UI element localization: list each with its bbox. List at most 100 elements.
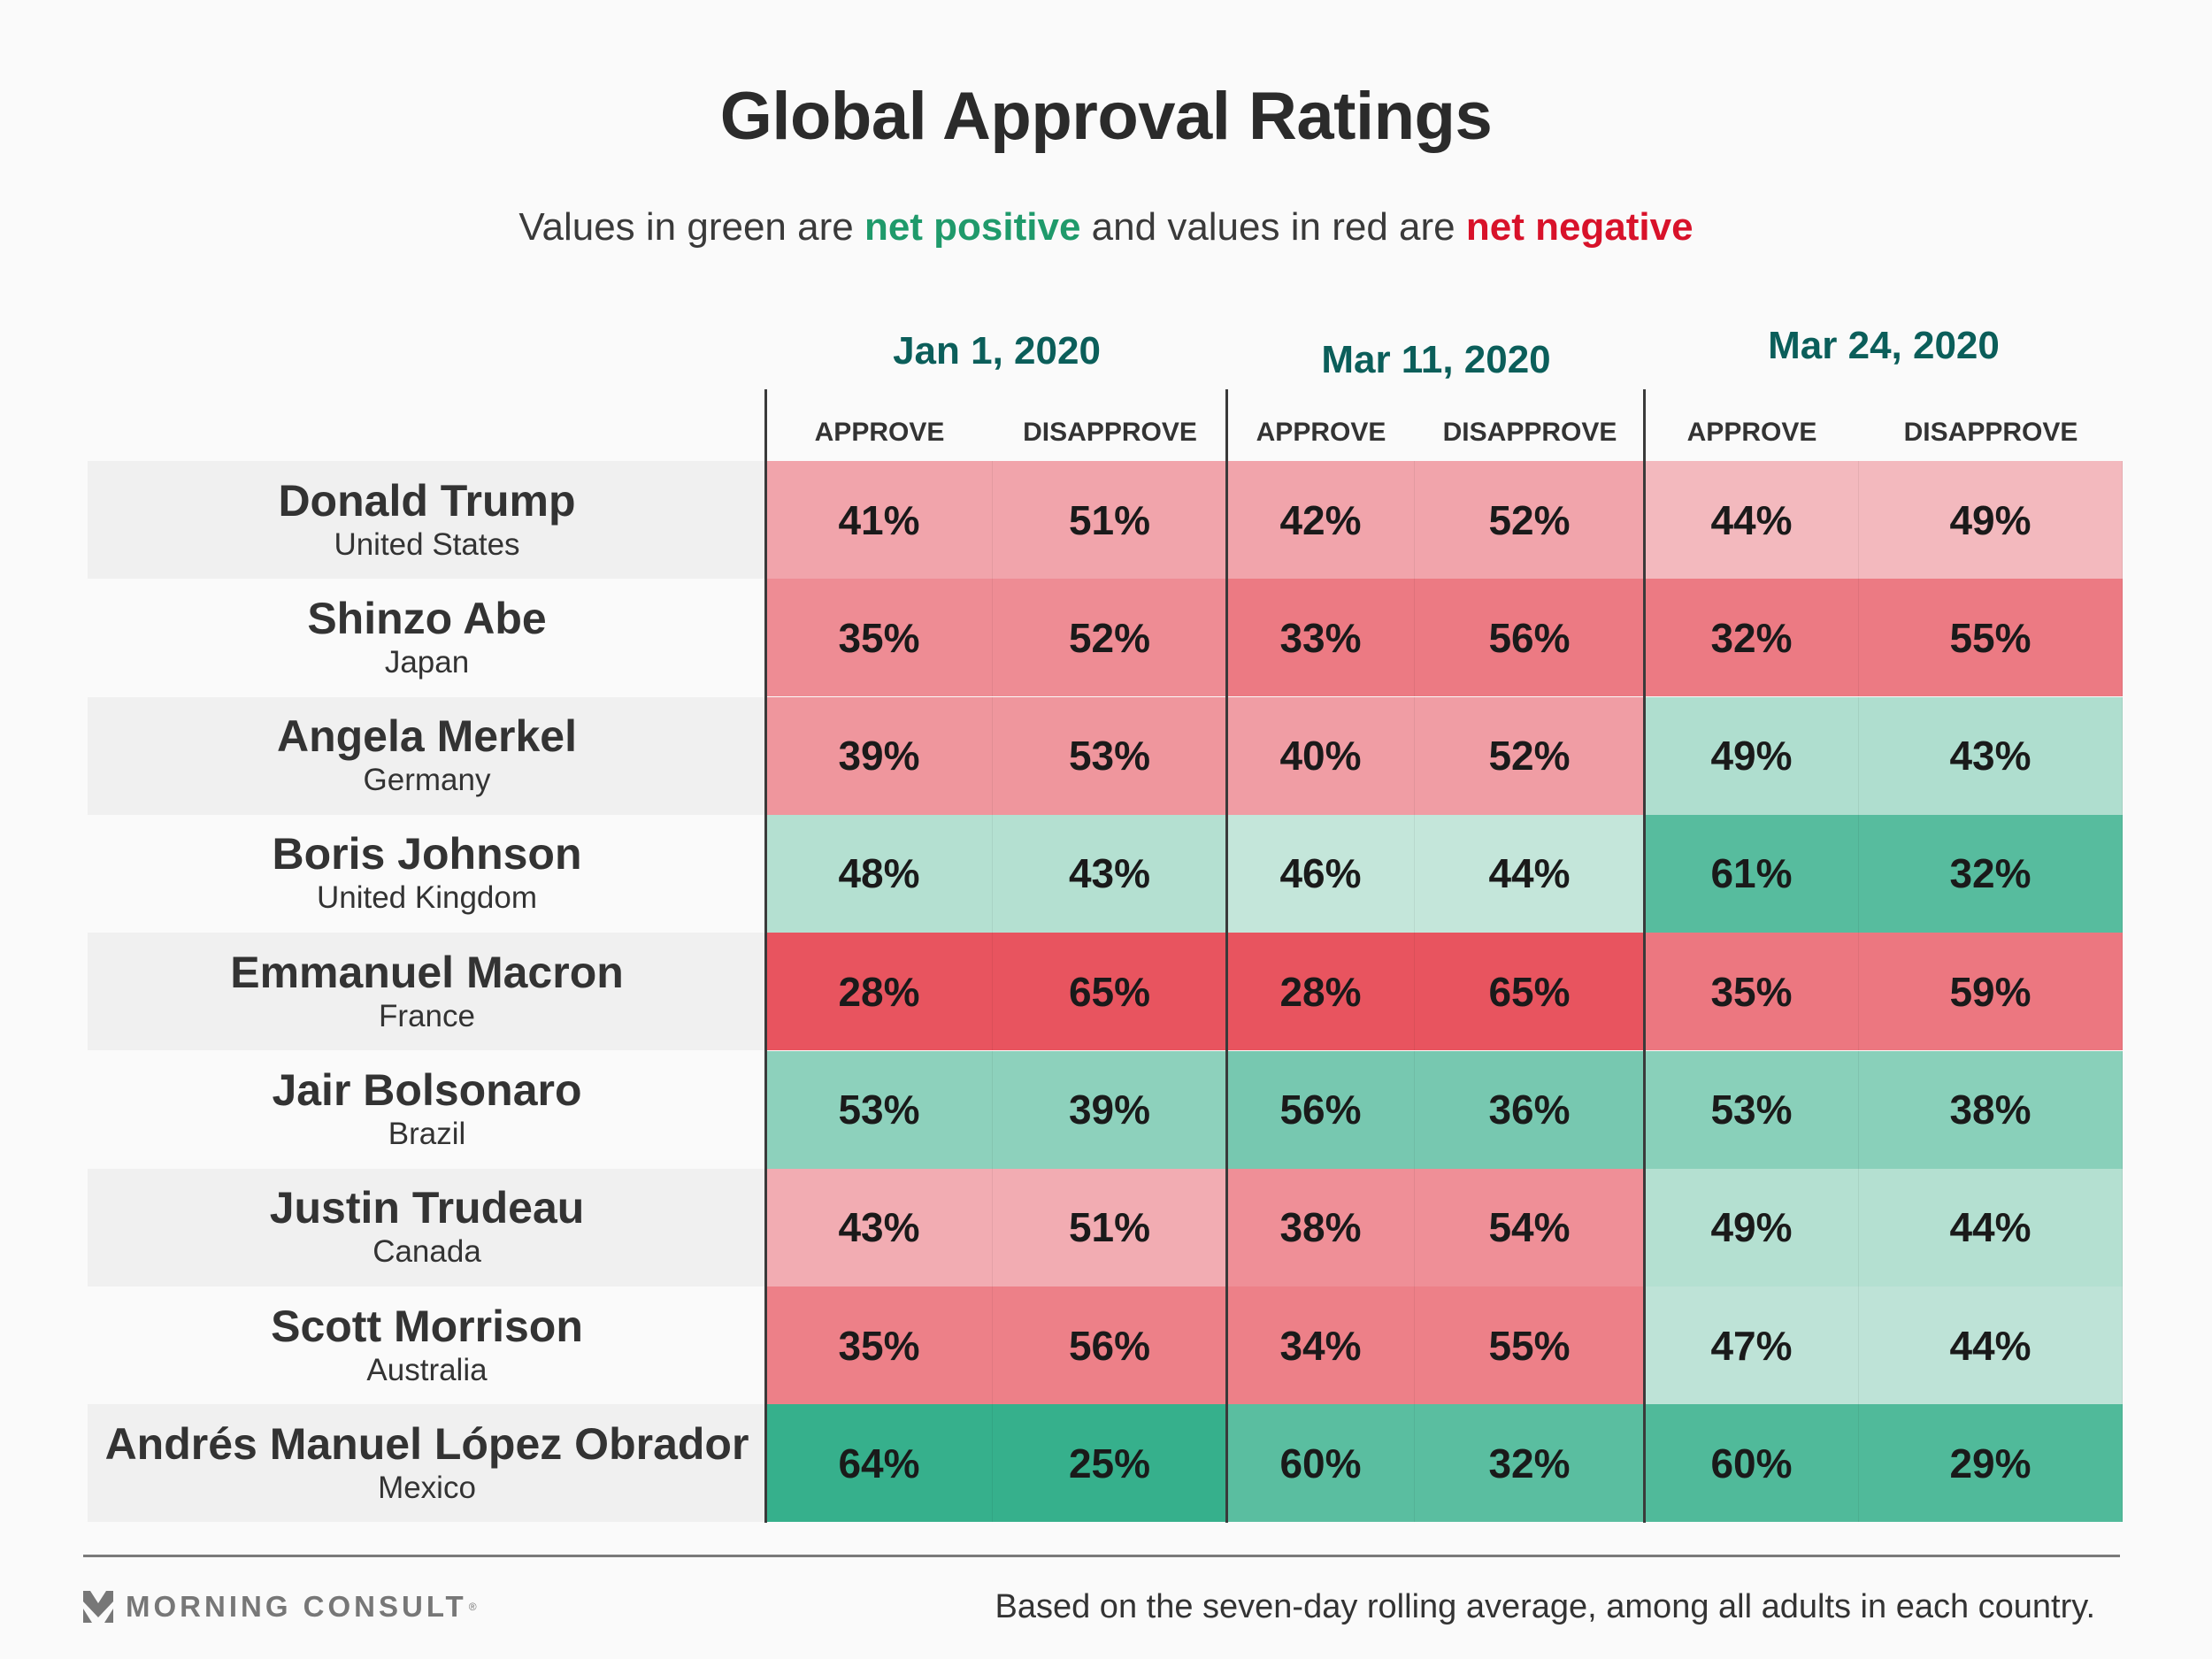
value-cell-approve: 42% bbox=[1227, 461, 1415, 579]
group-divider-line bbox=[1643, 389, 1646, 1523]
country-name: Brazil bbox=[388, 1117, 466, 1151]
country-name: Germany bbox=[363, 763, 491, 798]
value-cell-disapprove: 52% bbox=[993, 579, 1227, 697]
footer-divider bbox=[83, 1555, 2120, 1557]
value-cell-disapprove: 25% bbox=[993, 1404, 1227, 1523]
table-row: Jair Bolsonaro Brazil 53% 39% 56% 36% 53% 38% bbox=[88, 1050, 2123, 1169]
table-row: Donald Trump United States 41% 51% 42% 52% 44%… bbox=[88, 461, 2123, 579]
value-cell-disapprove: 38% bbox=[1859, 1050, 2123, 1169]
value-cell-disapprove: 49% bbox=[1859, 461, 2123, 579]
subtitle-net-negative: net negative bbox=[1465, 205, 1694, 249]
leader-cell: Justin Trudeau Canada bbox=[88, 1168, 766, 1286]
subtitle-net-positive: net positive bbox=[864, 205, 1081, 249]
value-cell-disapprove: 51% bbox=[993, 461, 1227, 579]
leader-name: Jair Bolsonaro bbox=[272, 1065, 582, 1115]
table-row: Shinzo Abe Japan 35% 52% 33% 56% 32% 55% bbox=[88, 579, 2123, 697]
country-name: United States bbox=[334, 526, 520, 562]
value-cell-disapprove: 51% bbox=[993, 1168, 1227, 1286]
column-label-disapprove: DISAPPROVE bbox=[1903, 418, 2078, 447]
value-cell-approve: 35% bbox=[766, 1286, 993, 1405]
date-header: Mar 24, 2020 bbox=[1768, 324, 2000, 367]
value-cell-approve: 40% bbox=[1227, 696, 1415, 815]
value-cell-disapprove: 52% bbox=[1415, 461, 1645, 579]
subtitle-middle: and values in red are bbox=[1080, 205, 1466, 249]
date-header: Jan 1, 2020 bbox=[893, 329, 1101, 373]
table-row: Justin Trudeau Canada 43% 51% 38% 54% 49% 44% bbox=[88, 1168, 2123, 1286]
value-cell-approve: 41% bbox=[766, 461, 993, 579]
leader-name: Emmanuel Macron bbox=[230, 947, 624, 997]
leader-cell: Shinzo Abe Japan bbox=[88, 579, 766, 697]
column-label-disapprove: DISAPPROVE bbox=[1442, 418, 1617, 447]
leader-cell: Boris Johnson United Kingdom bbox=[88, 814, 766, 933]
value-cell-approve: 48% bbox=[766, 814, 993, 933]
value-cell-approve: 28% bbox=[766, 933, 993, 1051]
value-cell-approve: 46% bbox=[1227, 814, 1415, 933]
leader-name: Scott Morrison bbox=[271, 1301, 583, 1351]
value-cell-disapprove: 44% bbox=[1859, 1286, 2123, 1405]
registered-mark: ® bbox=[468, 1601, 477, 1613]
leader-cell: Scott Morrison Australia bbox=[88, 1286, 766, 1405]
table-row: Scott Morrison Australia 35% 56% 34% 55% 47% 44… bbox=[88, 1286, 2123, 1405]
country-name: Mexico bbox=[378, 1470, 476, 1505]
value-cell-approve: 60% bbox=[1227, 1404, 1415, 1523]
chart-subtitle: Values in green are net positive and val… bbox=[0, 205, 2212, 250]
value-cell-disapprove: 39% bbox=[993, 1050, 1227, 1169]
leader-name: Shinzo Abe bbox=[307, 593, 547, 643]
leader-cell: Angela Merkel Germany bbox=[88, 696, 766, 815]
brand-name: MORNING CONSULT bbox=[126, 1590, 467, 1623]
table-row: Andrés Manuel López Obrador Mexico 64% 25% 6… bbox=[88, 1404, 2123, 1523]
value-cell-approve: 49% bbox=[1645, 1168, 1859, 1286]
value-cell-disapprove: 53% bbox=[993, 696, 1227, 815]
value-cell-approve: 53% bbox=[1645, 1050, 1859, 1169]
leader-name: Justin Trudeau bbox=[269, 1183, 585, 1233]
column-label-disapprove: DISAPPROVE bbox=[1023, 418, 1197, 447]
value-cell-approve: 60% bbox=[1645, 1404, 1859, 1523]
value-cell-disapprove: 65% bbox=[993, 933, 1227, 1051]
group-divider-line bbox=[764, 389, 767, 1523]
value-cell-disapprove: 56% bbox=[1415, 579, 1645, 697]
value-cell-disapprove: 43% bbox=[1859, 696, 2123, 815]
value-cell-disapprove: 29% bbox=[1859, 1404, 2123, 1523]
value-cell-approve: 35% bbox=[766, 579, 993, 697]
value-cell-disapprove: 55% bbox=[1859, 579, 2123, 697]
leader-name: Angela Merkel bbox=[276, 711, 577, 762]
group-divider-line bbox=[1225, 389, 1228, 1523]
leader-name: Donald Trump bbox=[278, 475, 576, 526]
subtitle-prefix: Values in green are bbox=[518, 205, 864, 249]
value-cell-approve: 44% bbox=[1645, 461, 1859, 579]
value-cell-disapprove: 55% bbox=[1415, 1286, 1645, 1405]
leader-cell: Donald Trump United States bbox=[88, 461, 766, 579]
value-cell-approve: 32% bbox=[1645, 579, 1859, 697]
value-cell-disapprove: 59% bbox=[1859, 933, 2123, 1051]
morning-consult-logo-icon bbox=[83, 1591, 113, 1623]
chart-title: Global Approval Ratings bbox=[719, 79, 1493, 154]
leader-cell: Emmanuel Macron France bbox=[88, 933, 766, 1051]
country-name: Canada bbox=[373, 1234, 481, 1270]
leader-name: Andrés Manuel López Obrador bbox=[104, 1418, 749, 1469]
value-cell-approve: 47% bbox=[1645, 1286, 1859, 1405]
date-header: Mar 11, 2020 bbox=[1321, 338, 1551, 381]
value-cell-disapprove: 43% bbox=[993, 814, 1227, 933]
leader-cell: Jair Bolsonaro Brazil bbox=[88, 1050, 766, 1169]
value-cell-disapprove: 44% bbox=[1859, 1168, 2123, 1286]
value-cell-approve: 61% bbox=[1645, 814, 1859, 933]
value-cell-approve: 64% bbox=[766, 1404, 993, 1523]
morning-consult-logo: MORNING CONSULT ® bbox=[83, 1590, 477, 1624]
table-row: Boris Johnson United Kingdom 48% 43% 46% 44% 6… bbox=[88, 814, 2123, 933]
country-name: United Kingdom bbox=[316, 880, 538, 916]
value-cell-approve: 35% bbox=[1645, 933, 1859, 1051]
value-cell-approve: 49% bbox=[1645, 696, 1859, 815]
value-cell-approve: 28% bbox=[1227, 933, 1415, 1051]
value-cell-approve: 33% bbox=[1227, 579, 1415, 697]
country-name: Japan bbox=[384, 644, 470, 680]
value-cell-approve: 53% bbox=[766, 1050, 993, 1169]
value-cell-disapprove: 36% bbox=[1415, 1050, 1645, 1169]
leader-cell: Andrés Manuel López Obrador Mexico bbox=[88, 1404, 766, 1523]
value-cell-disapprove: 56% bbox=[993, 1286, 1227, 1405]
column-label-approve: APPROVE bbox=[1256, 418, 1386, 447]
value-cell-approve: 43% bbox=[766, 1168, 993, 1286]
table-row: Emmanuel Macron France 28% 65% 28% 65% 35% 59% bbox=[88, 933, 2123, 1051]
value-cell-disapprove: 32% bbox=[1415, 1404, 1645, 1523]
value-cell-disapprove: 44% bbox=[1415, 814, 1645, 933]
table-row: Angela Merkel Germany 39% 53% 40% 52% 49% 43% bbox=[88, 696, 2123, 815]
